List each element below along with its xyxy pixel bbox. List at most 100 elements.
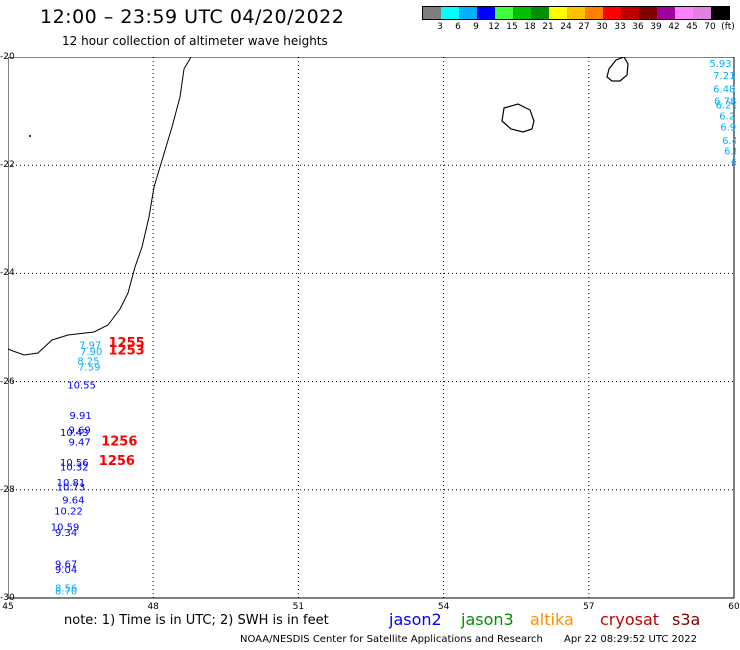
longitude-label: 54	[437, 602, 450, 612]
wave-height-value: 6.8	[724, 147, 736, 158]
wave-height-value: 9.69	[68, 425, 90, 436]
map-title: 12:00 – 23:59 UTC 04/20/2022	[40, 6, 345, 28]
scale-swatch	[495, 7, 513, 19]
footnote: note: 1) Time is in UTC; 2) SWH is in fe…	[64, 613, 329, 628]
scale-swatch	[639, 7, 657, 19]
scale-label: 21	[542, 22, 554, 32]
longitude-label: 51	[292, 602, 305, 612]
scale-label: 70	[704, 22, 716, 32]
wave-height-value: 9.04	[55, 565, 77, 576]
pass-time-label: 1256	[99, 454, 135, 469]
wave-height-value: 6.29	[716, 101, 736, 112]
altimeter-map: 5.937.21 6.486.786.296.26.9 6.46.86 7.977.9…	[8, 57, 736, 599]
scale-swatch	[567, 7, 585, 19]
scale-label: 39	[650, 22, 662, 32]
wave-height-value: 10.22	[54, 506, 83, 517]
satellite-altika: altika	[530, 610, 574, 629]
wave-height-value: 6	[731, 157, 736, 168]
scale-label: 12	[488, 22, 500, 32]
scale-label: 45	[686, 22, 698, 32]
pass-time-label: 1255	[108, 336, 144, 351]
scale-swatch	[441, 7, 459, 19]
madagascar-coastline	[8, 57, 192, 356]
wave-height-value: 9.67	[55, 559, 77, 570]
wave-height-value: 6.9	[720, 122, 736, 133]
generated-timestamp: Apr 22 08:29:52 UTC 2022	[564, 634, 697, 645]
wave-height-value: 6.4	[722, 136, 736, 147]
latitude-label: -20	[0, 52, 15, 62]
satellite-cryosat: cryosat	[600, 610, 660, 629]
wave-height-value: 9.91	[69, 411, 91, 422]
scale-label: 27	[578, 22, 590, 32]
map-subtitle: 12 hour collection of altimeter wave hei…	[62, 34, 328, 48]
wave-height-value: 10.56	[60, 458, 89, 469]
scale-swatch	[711, 7, 729, 19]
scale-swatch	[423, 7, 441, 19]
wave-height-value: 10.59	[51, 523, 80, 534]
longitude-label: 45	[2, 602, 14, 612]
wave-height-value: 8.56	[55, 583, 77, 594]
wave-height-value: 7.90	[80, 347, 102, 358]
wave-height-value: 8.25	[77, 357, 99, 368]
latitude-label: -26	[0, 376, 15, 387]
wave-height-value: 6.2	[719, 112, 735, 123]
wave-height-value: 5.93	[709, 59, 731, 70]
scale-label: 42	[668, 22, 680, 32]
scale-swatch	[549, 7, 567, 19]
scale-swatch	[675, 7, 693, 19]
wave-height-value: 9.64	[62, 496, 84, 507]
scale-swatch	[531, 7, 549, 19]
scale-label: 30	[596, 22, 608, 32]
pass-time-label: 1256	[101, 435, 137, 450]
scale-label: 6	[455, 22, 461, 32]
map-frame	[8, 57, 735, 599]
scale-label: 24	[560, 22, 572, 32]
map-gridlines	[8, 57, 734, 598]
scale-swatch	[459, 7, 477, 19]
scale-swatch	[693, 7, 711, 19]
pass-time-label: 1253	[108, 343, 144, 358]
latitude-label: -30	[0, 593, 15, 603]
longitude-label: 48	[147, 602, 159, 612]
credit-line: NOAA/NESDIS Center for Satellite Applica…	[240, 634, 697, 645]
wave-height-value: 6.78	[714, 96, 736, 107]
satellite-s3a: s3a	[672, 610, 701, 629]
scale-swatch	[657, 7, 675, 19]
scale-swatch	[513, 7, 531, 19]
wave-height-value: 10.81	[57, 478, 86, 489]
wave-height-value: 6.48	[713, 84, 735, 95]
latitude-label: -28	[0, 484, 15, 495]
wave-height-value: 8.70	[55, 587, 77, 598]
scale-label: 9	[473, 22, 479, 32]
wave-height-observations: 5.937.21 6.486.786.296.26.9 6.46.86 7.977.9…	[51, 59, 736, 597]
satellite-jason3: jason3	[461, 610, 514, 629]
scale-label: 36	[632, 22, 644, 32]
scale-swatch	[477, 7, 495, 19]
scale-label: 3	[437, 22, 443, 32]
longitude-label: 57	[583, 602, 595, 612]
scale-label: 15	[506, 22, 518, 32]
reunion-island	[501, 103, 535, 133]
scale-swatch	[603, 7, 621, 19]
scale-swatch	[585, 7, 603, 19]
latitude-label: -22	[0, 160, 15, 171]
latitude-label: -24	[0, 268, 15, 279]
color-scale-swatches	[422, 6, 730, 20]
wave-height-value: 9.47	[68, 438, 90, 449]
satellite-jason2: jason2	[389, 610, 442, 629]
longitude-label: 60	[728, 602, 740, 612]
wave-height-value: 7.59	[78, 363, 100, 374]
wave-height-color-scale: 3 6 9 12 15 18 21 24 27 30 33 36 39 42 45 70 (ft)	[422, 6, 735, 34]
scale-label: (ft)	[721, 22, 735, 32]
islet-mark	[29, 135, 31, 137]
wave-height-value: 7.97	[79, 340, 101, 351]
scale-swatch	[621, 7, 639, 19]
wave-height-value: 7.21	[713, 71, 735, 82]
wave-height-value: 9.34	[55, 528, 77, 539]
wave-height-value: 10.73	[57, 483, 86, 494]
scale-label: 18	[524, 22, 536, 32]
credit-text: NOAA/NESDIS Center for Satellite Applica…	[240, 634, 543, 645]
color-scale-labels: 3 6 9 12 15 18 21 24 27 30 33 36 39 42 45 70 (ft)	[422, 20, 735, 34]
mauritius-island	[606, 57, 629, 82]
